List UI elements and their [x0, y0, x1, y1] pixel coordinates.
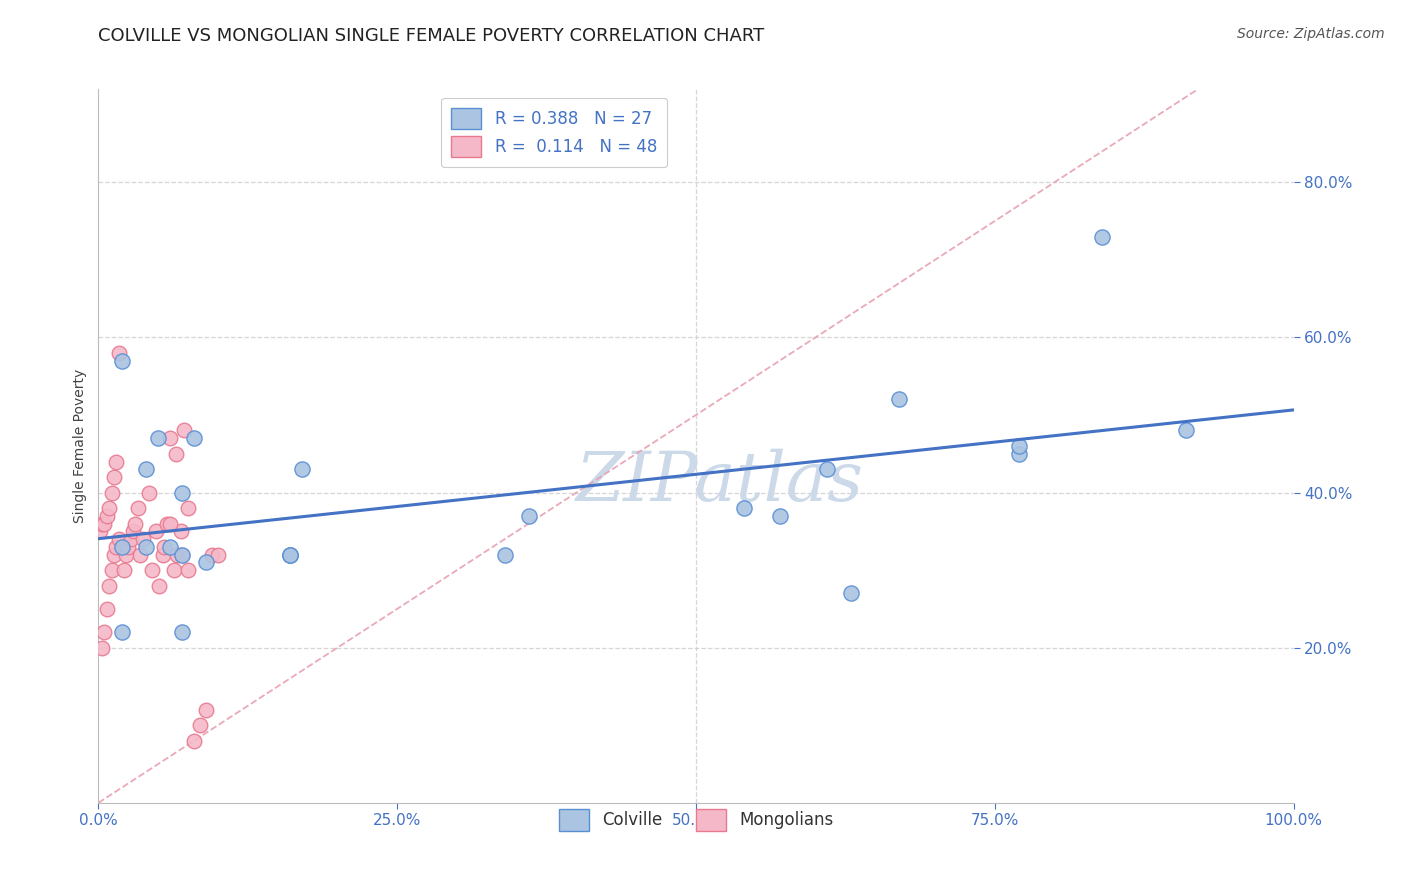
Point: [111, 540, 134, 554]
Point: [112, 563, 135, 577]
Y-axis label: Single Female Poverty: Single Female Poverty: [73, 369, 87, 523]
Point: [172, 548, 194, 562]
Point: [131, 532, 153, 546]
Point: [188, 718, 211, 732]
Point: [103, 548, 125, 562]
Point: [111, 625, 134, 640]
Point: [163, 563, 186, 577]
Point: [201, 548, 224, 562]
Point: [177, 501, 200, 516]
Text: Source: ZipAtlas.com: Source: ZipAtlas.com: [1237, 27, 1385, 41]
Point: [841, 586, 863, 600]
Point: [148, 579, 170, 593]
Point: [889, 392, 911, 407]
Point: [170, 524, 193, 539]
Legend: Colville, Mongolians: Colville, Mongolians: [553, 803, 839, 838]
Point: [172, 625, 194, 640]
Point: [98, 579, 121, 593]
Point: [152, 548, 174, 562]
Point: [159, 516, 181, 531]
Point: [1008, 447, 1031, 461]
Point: [105, 454, 128, 468]
Point: [122, 524, 145, 539]
Point: [107, 346, 129, 360]
Point: [91, 516, 114, 531]
Point: [183, 431, 205, 445]
Point: [195, 555, 218, 569]
Point: [91, 640, 114, 655]
Point: [278, 548, 301, 562]
Point: [173, 424, 195, 438]
Point: [93, 516, 115, 531]
Point: [98, 501, 121, 516]
Point: [278, 548, 301, 562]
Point: [768, 508, 790, 523]
Point: [172, 485, 194, 500]
Point: [120, 532, 142, 546]
Text: ZIPatlas: ZIPatlas: [576, 449, 863, 515]
Point: [111, 353, 134, 368]
Point: [141, 563, 163, 577]
Point: [291, 462, 314, 476]
Point: [155, 516, 177, 531]
Point: [494, 548, 516, 562]
Point: [124, 516, 146, 531]
Point: [127, 501, 149, 516]
Text: COLVILLE VS MONGOLIAN SINGLE FEMALE POVERTY CORRELATION CHART: COLVILLE VS MONGOLIAN SINGLE FEMALE POVE…: [98, 27, 765, 45]
Point: [278, 548, 301, 562]
Point: [517, 508, 540, 523]
Point: [96, 602, 118, 616]
Point: [89, 524, 111, 539]
Point: [100, 563, 122, 577]
Point: [96, 508, 118, 523]
Point: [815, 462, 838, 476]
Point: [165, 447, 187, 461]
Point: [148, 431, 170, 445]
Point: [1175, 424, 1198, 438]
Point: [103, 470, 125, 484]
Point: [183, 733, 205, 747]
Point: [159, 431, 181, 445]
Point: [107, 532, 129, 546]
Point: [159, 540, 181, 554]
Point: [129, 548, 152, 562]
Point: [177, 563, 200, 577]
Point: [207, 548, 229, 562]
Point: [135, 462, 157, 476]
Point: [733, 501, 755, 516]
Point: [93, 625, 115, 640]
Point: [100, 485, 122, 500]
Point: [135, 540, 157, 554]
Point: [117, 540, 139, 554]
Point: [138, 485, 160, 500]
Point: [172, 548, 194, 562]
Point: [115, 548, 138, 562]
Point: [1091, 229, 1114, 244]
Point: [145, 524, 167, 539]
Point: [166, 548, 188, 562]
Point: [153, 540, 176, 554]
Point: [1008, 439, 1031, 453]
Point: [195, 703, 218, 717]
Point: [105, 540, 128, 554]
